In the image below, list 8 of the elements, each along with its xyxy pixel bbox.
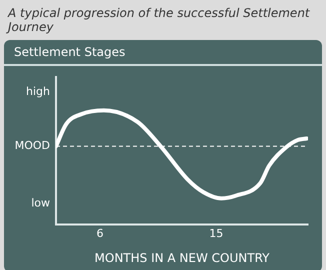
text: low <box>31 196 50 210</box>
chart-title: A typical progression of the successful Settlement Journey <box>5 5 311 36</box>
x-tick-label: 15 <box>209 226 224 240</box>
text: high <box>26 85 50 98</box>
ref-line-label: MOOD <box>14 139 50 152</box>
chart-subtitle: Settlement Stages <box>4 40 322 66</box>
x-tick-label: 6 <box>96 226 104 240</box>
x-axis-title: MONTHS IN A NEW COUNTRY <box>94 250 270 265</box>
